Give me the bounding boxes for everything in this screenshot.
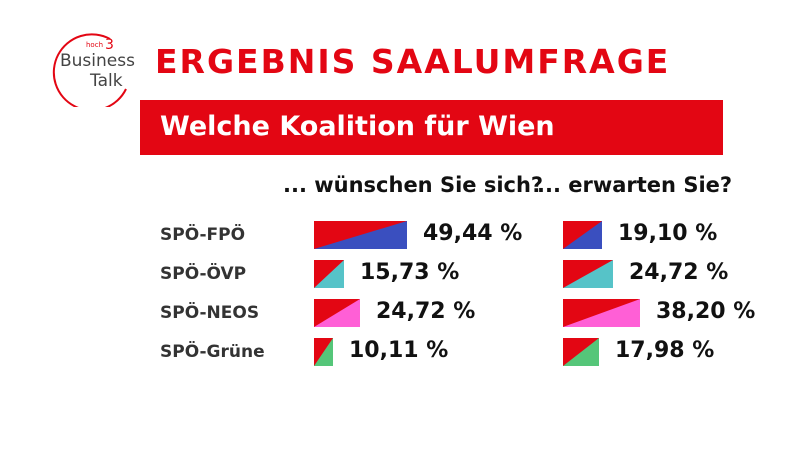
- bar: [563, 260, 613, 288]
- data-label: 17,98 %: [615, 338, 715, 363]
- data-label: 10,11 %: [349, 338, 449, 363]
- row-label: SPÖ-ÖVP: [160, 264, 247, 284]
- data-label: 24,72 %: [376, 299, 476, 324]
- column-header-wish: ... wünschen Sie sich?: [283, 173, 544, 197]
- data-label: 49,44 %: [423, 221, 523, 246]
- bar: [563, 338, 599, 366]
- row-label: SPÖ-Grüne: [160, 342, 265, 362]
- data-label: 19,10 %: [618, 221, 718, 246]
- svg-text:hoch: hoch: [86, 41, 103, 49]
- data-label: 15,73 %: [360, 260, 460, 285]
- bar: [314, 221, 407, 249]
- bar: [314, 260, 344, 288]
- bar: [314, 338, 333, 366]
- svg-text:Talk: Talk: [89, 71, 123, 91]
- column-header-expect: ... erwarten Sie?: [537, 173, 733, 197]
- business-talk-logo: hoch 3 Business Talk: [52, 33, 135, 107]
- svg-text:3: 3: [105, 37, 114, 53]
- page-title: ERGEBNIS SAALUMFRAGE: [155, 42, 671, 81]
- question-banner: Welche Koalition für Wien: [140, 100, 723, 155]
- bar: [314, 299, 360, 327]
- data-label: 24,72 %: [629, 260, 729, 285]
- row-label: SPÖ-NEOS: [160, 303, 260, 323]
- bar: [563, 299, 640, 327]
- question-text: Welche Koalition für Wien: [160, 111, 555, 142]
- data-label: 38,20 %: [656, 299, 756, 324]
- row-label: SPÖ-FPÖ: [160, 225, 246, 245]
- svg-text:Business: Business: [60, 51, 135, 71]
- bar: [563, 221, 602, 249]
